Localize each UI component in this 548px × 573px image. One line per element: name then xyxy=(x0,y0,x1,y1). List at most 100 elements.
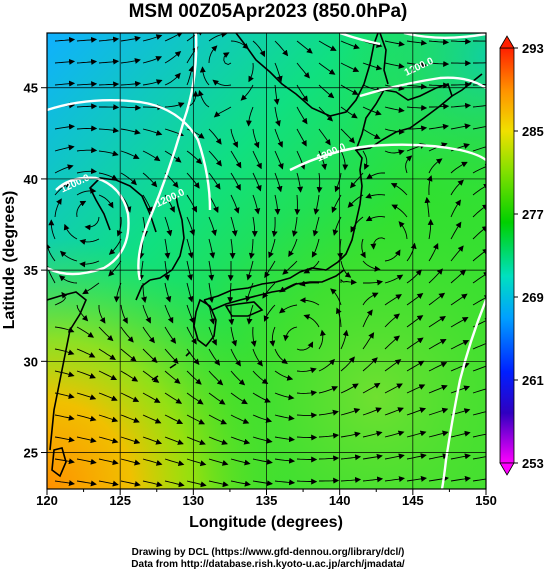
wind-streamline xyxy=(340,62,360,72)
wind-streamline xyxy=(252,458,273,465)
wind-streamline xyxy=(273,84,280,105)
wind-streamline xyxy=(296,62,310,79)
contour-north xyxy=(359,33,486,98)
wind-streamline xyxy=(76,304,89,322)
wind-streamline xyxy=(472,271,486,284)
wind-streamline xyxy=(186,194,197,213)
wind-streamline xyxy=(98,458,119,466)
wind-streamline xyxy=(362,476,384,483)
wind-streamline xyxy=(186,326,197,345)
wind-streamline xyxy=(318,150,328,171)
wind-streamline xyxy=(186,90,199,108)
wind-streamline xyxy=(230,480,251,487)
wind-streamline xyxy=(296,390,318,397)
wind-streamline xyxy=(48,219,56,240)
wind-streamline xyxy=(406,242,417,262)
wind-streamline xyxy=(76,168,97,175)
wind-streamline xyxy=(98,480,119,487)
wind-streamline xyxy=(82,282,100,295)
wind-streamline xyxy=(76,125,98,132)
wind-streamline xyxy=(230,348,241,367)
wind-streamline xyxy=(450,453,471,460)
wind-streamline xyxy=(296,478,318,485)
wind-streamline xyxy=(424,196,431,218)
wind-streamline xyxy=(450,475,471,482)
wind-streamline xyxy=(362,453,383,460)
wind-streamline xyxy=(263,304,276,322)
x-tick-label: 150 xyxy=(475,493,497,508)
wind-streamline xyxy=(120,172,137,186)
wind-streamline xyxy=(164,436,184,445)
wind-streamline xyxy=(186,348,200,365)
wind-streamline xyxy=(428,453,449,460)
wind-streamline xyxy=(120,35,141,42)
wind-streamline xyxy=(428,407,449,416)
wind-streamline xyxy=(428,362,448,372)
wind-streamline xyxy=(362,382,381,394)
wind-streamline xyxy=(362,128,381,139)
wind-streamline xyxy=(296,128,307,147)
wind-streamline xyxy=(230,128,238,148)
wind-streamline xyxy=(186,65,195,86)
wind-streamline xyxy=(230,326,237,347)
contour-east xyxy=(289,143,486,172)
wind-streamline xyxy=(120,304,128,324)
colorbar-tick-label: 261 xyxy=(522,373,544,388)
wind-streamline xyxy=(230,194,240,214)
wind-streamline xyxy=(208,33,228,42)
wind-streamline xyxy=(76,81,98,88)
wind-streamline xyxy=(312,216,320,237)
wind-streamline xyxy=(222,52,232,65)
wind-streamline xyxy=(407,125,428,132)
wind-streamline xyxy=(318,84,335,99)
x-tick-label: 140 xyxy=(329,493,351,508)
wind-streamline xyxy=(370,237,386,250)
wind-streamline xyxy=(299,297,320,306)
wind-streamline xyxy=(472,363,486,372)
wind-streamline xyxy=(250,326,257,347)
wind-streamline xyxy=(76,392,97,400)
y-tick-label: 25 xyxy=(24,446,38,461)
wind-streamline xyxy=(186,458,207,467)
wind-streamline xyxy=(252,370,269,385)
wind-streamline xyxy=(450,102,472,109)
wind-streamline xyxy=(164,33,184,42)
wind-streamline xyxy=(472,433,486,438)
wind-streamline xyxy=(164,72,181,86)
wind-streamline xyxy=(84,216,100,231)
wind-streamline xyxy=(472,225,486,240)
wind-streamline xyxy=(164,326,177,344)
wind-streamline xyxy=(340,84,359,95)
wind-streamline xyxy=(450,179,464,196)
x-axis-label: Longitude (degrees) xyxy=(189,514,343,531)
colorbar-max-arrow xyxy=(499,35,515,49)
wind-streamline xyxy=(274,128,283,148)
y-axis-ticks: 25 30 35 40 45 xyxy=(24,81,47,461)
wind-streamline xyxy=(164,50,182,64)
wind-streamline xyxy=(318,386,339,394)
wind-streamline xyxy=(340,408,361,416)
wind-streamline xyxy=(208,348,221,366)
wind-streamline xyxy=(274,172,283,193)
wind-streamline xyxy=(58,275,78,284)
credit-drawing: Drawing by DCL (https://www.gfd-dennou.o… xyxy=(132,547,405,558)
wind-streamline xyxy=(120,150,140,159)
wind-streamline xyxy=(366,172,386,180)
wind-streamline xyxy=(252,480,273,487)
wind-streamline xyxy=(164,260,170,281)
wind-streamline xyxy=(362,332,375,350)
wind-streamline xyxy=(362,430,383,438)
wind-streamline xyxy=(450,221,462,240)
wind-streamline xyxy=(340,278,357,286)
wind-streamline xyxy=(76,348,96,358)
wind-streamline xyxy=(428,430,449,438)
wind-streamline xyxy=(208,238,216,259)
wind-streamline xyxy=(274,150,284,170)
wind-streamline xyxy=(98,414,119,423)
wind-streamline xyxy=(108,238,122,255)
wind-streamline xyxy=(230,370,246,386)
wind-streamline xyxy=(98,370,118,381)
y-tick-label: 45 xyxy=(24,81,38,96)
wind-streamline xyxy=(384,149,405,156)
wind-streamline xyxy=(274,436,295,443)
